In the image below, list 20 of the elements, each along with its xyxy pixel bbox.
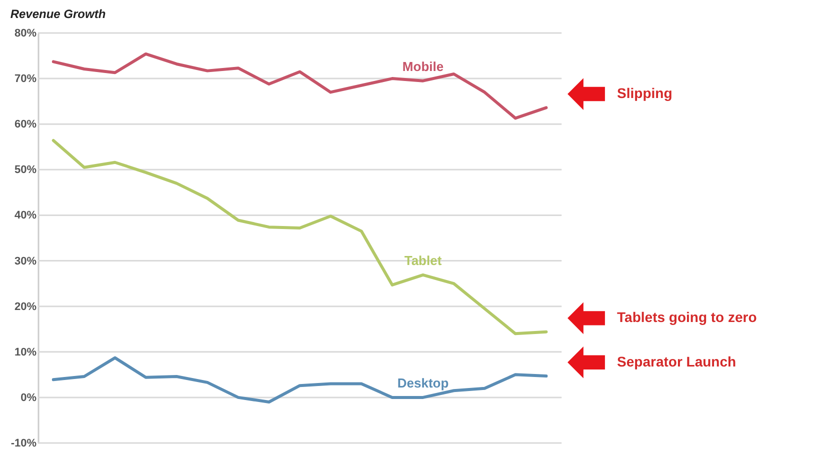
y-tick-label: 10% bbox=[14, 346, 37, 358]
y-tick-label: 50% bbox=[14, 164, 37, 176]
y-tick-label: -10% bbox=[10, 438, 37, 450]
line-series bbox=[52, 139, 548, 336]
y-tick-label: 40% bbox=[14, 210, 37, 222]
y-tick-label: 60% bbox=[14, 118, 37, 131]
series-label: Tablet bbox=[404, 252, 442, 268]
y-tick-label: 70% bbox=[14, 73, 37, 86]
line-series bbox=[52, 356, 548, 404]
series-label: Desktop bbox=[397, 375, 449, 390]
series-label: Mobile bbox=[402, 58, 444, 74]
text: Slipping bbox=[617, 85, 672, 102]
text: Tablets going to zero bbox=[617, 309, 757, 326]
y-tick-label: 0% bbox=[20, 392, 37, 404]
y-tick-label: 20% bbox=[14, 300, 37, 313]
chart-title: Revenue Growth bbox=[10, 7, 106, 21]
y-tick-label: 30% bbox=[14, 255, 37, 268]
y-tick-label: 80% bbox=[14, 28, 37, 40]
text: Separator Launch bbox=[617, 353, 736, 370]
line-series bbox=[52, 52, 548, 120]
